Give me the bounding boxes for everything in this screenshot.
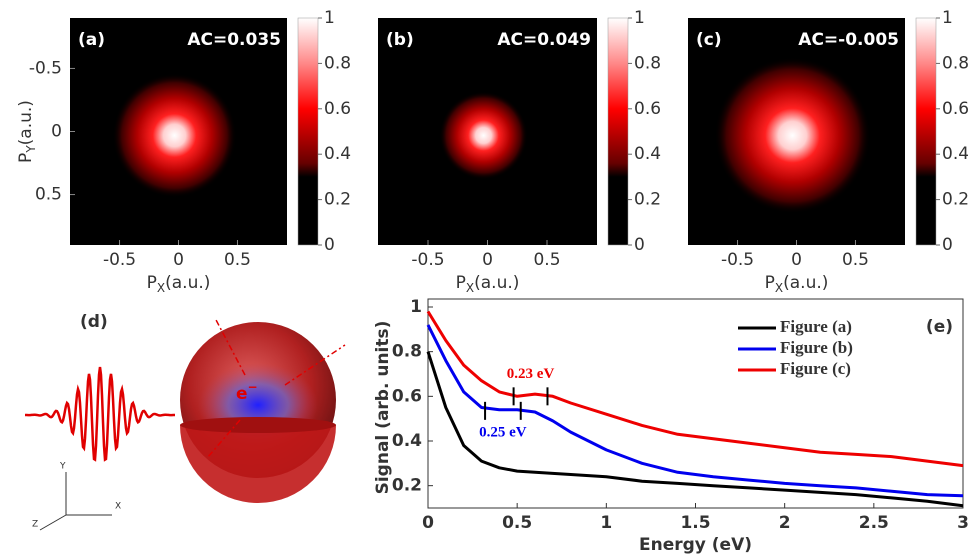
- intensity-distribution: [714, 57, 871, 214]
- y-tick-label: 0.4: [392, 431, 422, 451]
- x-tick-label: 0.5: [502, 513, 532, 533]
- axis-y-label: Y: [59, 462, 66, 472]
- legend-label: Figure (a): [780, 317, 852, 336]
- axis-unit: (a.u.): [783, 273, 828, 293]
- emission-arrows: [206, 317, 346, 459]
- panel-label: (d): [80, 312, 108, 332]
- x-tick-label: 0.5: [842, 250, 869, 270]
- colorbar-tick-label: 0.4: [942, 144, 968, 164]
- intensity-distribution: [112, 73, 237, 198]
- x-tick-label: 0: [791, 250, 802, 270]
- colorbar-tick-label: 0: [324, 235, 335, 255]
- axis-label: PY(a.u.): [16, 100, 38, 163]
- axis-z-label: Z: [32, 520, 38, 530]
- laser-pulse: [25, 366, 175, 462]
- x-tick-label: 2.5: [859, 513, 889, 533]
- y-tick-label: -0.5: [29, 58, 62, 78]
- electron-symbol: e: [236, 384, 248, 404]
- x-tick-label: -0.5: [103, 250, 136, 270]
- axis-symbol: P: [456, 273, 466, 293]
- x-tick-label: 1.5: [680, 513, 710, 533]
- y-tick-label: 0: [51, 122, 62, 142]
- panel-label: (a): [78, 30, 105, 50]
- colorbar-tick-label: 0: [942, 235, 953, 255]
- colorbar-tick-label: 1: [634, 8, 645, 28]
- colorbar: [297, 17, 319, 246]
- x-tick-label: 2: [779, 513, 791, 533]
- series-line: [426, 351, 964, 508]
- axis-subscript: Y: [24, 145, 38, 154]
- colorbar-tick-label: 1: [942, 8, 953, 28]
- colorbar-tick-label: 0.6: [634, 99, 661, 119]
- electron-label: e−: [236, 380, 258, 405]
- axis-symbol: P: [765, 273, 775, 293]
- axis-label: PX(a.u.): [147, 273, 211, 295]
- panel-label: (e): [926, 317, 953, 337]
- axis-subscript: X: [157, 281, 165, 295]
- colorbar-tick-label: 0.2: [324, 190, 351, 210]
- y-axis-label: Signal (arb. units): [373, 321, 393, 495]
- series-line: [426, 310, 964, 468]
- colorbar-tick-label: 0.8: [324, 53, 351, 73]
- axis-symbol: P: [16, 153, 36, 163]
- colorbar-tick-label: 0: [634, 235, 645, 255]
- x-tick-label: -0.5: [411, 250, 444, 270]
- colorbar-tick-label: 0.6: [942, 99, 968, 119]
- sphere-cut: [180, 425, 336, 503]
- axis-label: PX(a.u.): [456, 273, 520, 295]
- axis-unit: (a.u.): [16, 100, 36, 145]
- annotation-label: 0.23 eV: [507, 366, 555, 382]
- x-tick-label: 0: [482, 250, 493, 270]
- x-tick-label: 0: [173, 250, 184, 270]
- colorbar-tick-label: 0.4: [324, 144, 351, 164]
- axis-subscript: X: [775, 281, 783, 295]
- x-tick-label: -0.5: [721, 250, 754, 270]
- x-tick-label: 3: [957, 513, 968, 533]
- annotation: AC=0.049: [497, 30, 591, 50]
- diagram: (d) e− Y X Z: [25, 312, 346, 531]
- plot-area: [427, 298, 964, 509]
- x-axis-label: Energy (eV): [639, 535, 752, 555]
- axis-x-label: X: [115, 502, 121, 512]
- panel-label: (b): [386, 30, 414, 50]
- sphere-cut-edge: [180, 417, 336, 433]
- y-tick-label: 0.5: [35, 185, 62, 205]
- electron-charge: −: [248, 380, 258, 394]
- y-tick-label: 0.6: [392, 386, 422, 406]
- colorbar: [607, 17, 629, 246]
- y-tick-label: 0.2: [392, 476, 422, 496]
- x-tick-label: 0: [422, 513, 434, 533]
- colorbar-tick-label: 0.8: [634, 53, 661, 73]
- colorbar-tick-label: 0.4: [634, 144, 661, 164]
- y-tick-label: 0.8: [392, 342, 422, 362]
- colorbar-tick-label: 0.2: [942, 190, 968, 210]
- y-tick-label: 1: [410, 297, 422, 317]
- x-tick-label: 0.5: [224, 250, 251, 270]
- colorbar: [915, 17, 937, 246]
- colorbar-tick-label: 0.8: [942, 53, 968, 73]
- annotation-label: 0.25 eV: [479, 424, 527, 440]
- axes-icon: [39, 472, 112, 531]
- legend-label: Figure (b): [780, 338, 853, 357]
- colorbar-tick-label: 0.6: [324, 99, 351, 119]
- axis-unit: (a.u.): [165, 273, 210, 293]
- colorbar-tick-label: 1: [324, 8, 335, 28]
- annotation: AC=0.035: [187, 30, 281, 50]
- x-tick-label: 1: [600, 513, 612, 533]
- x-tick-label: 0.5: [533, 250, 560, 270]
- axis-symbol: P: [147, 273, 157, 293]
- legend-label: Figure (c): [780, 359, 851, 378]
- axis-subscript: X: [466, 281, 474, 295]
- axis-label: PX(a.u.): [765, 273, 829, 295]
- annotation: AC=-0.005: [798, 30, 899, 50]
- panel-label: (c): [696, 30, 722, 50]
- colorbar-tick-label: 0.2: [634, 190, 661, 210]
- intensity-distribution: [439, 91, 528, 180]
- axis-unit: (a.u.): [474, 273, 519, 293]
